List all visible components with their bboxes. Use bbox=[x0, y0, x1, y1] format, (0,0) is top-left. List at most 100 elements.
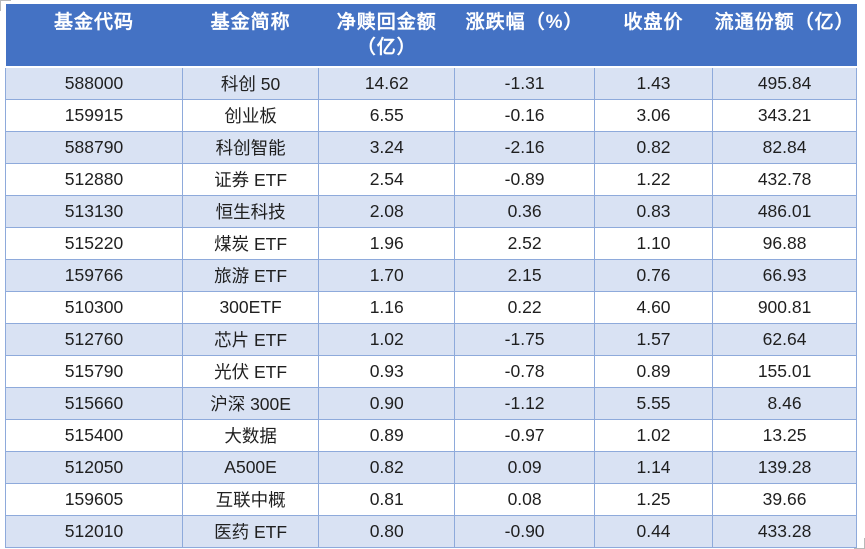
table-cell-net_redemption: 0.81 bbox=[318, 482, 456, 516]
table-row: 515400 大数据 0.89 -0.97 1.02 13.25 bbox=[5, 418, 857, 452]
table-cell-change_pct: -0.97 bbox=[454, 418, 595, 452]
table-cell-close_price: 1.57 bbox=[593, 322, 714, 356]
table-cell-change_pct: -0.89 bbox=[454, 162, 595, 196]
fund-table: 基金代码 基金简称 净赎回金额 （亿） 涨跌幅（%） 收盘价 流通份额（亿） 588000 科… bbox=[5, 4, 857, 548]
table-cell-change_pct: 0.22 bbox=[454, 290, 595, 324]
table-cell-change_pct: -1.75 bbox=[454, 322, 595, 356]
column-header-label: （亿） bbox=[356, 36, 417, 58]
table-cell-fund_code: 588000 bbox=[5, 66, 183, 100]
table-cell-float_shares: 432.78 bbox=[712, 162, 857, 196]
table-cell-float_shares: 139.28 bbox=[712, 450, 857, 484]
table-cell-fund_code: 512760 bbox=[5, 322, 183, 356]
table-cell-float_shares: 39.66 bbox=[712, 482, 857, 516]
table-cell-close_price: 1.14 bbox=[593, 450, 714, 484]
table-cell-net_redemption: 0.80 bbox=[318, 514, 456, 548]
table-cell-net_redemption: 0.90 bbox=[318, 386, 456, 420]
table-row: 588790 科创智能 3.24 -2.16 0.82 82.84 bbox=[5, 130, 857, 164]
table-cell-net_redemption: 2.54 bbox=[318, 162, 456, 196]
table-cell-fund_code: 510300 bbox=[5, 290, 183, 324]
table-cell-float_shares: 96.88 bbox=[712, 226, 857, 260]
table-cell-net_redemption: 14.62 bbox=[318, 66, 456, 100]
table-row: 159915 创业板 6.55 -0.16 3.06 343.21 bbox=[5, 98, 857, 132]
column-header-change_pct: 涨跌幅（%） bbox=[454, 4, 595, 69]
table-cell-fund_code: 159605 bbox=[5, 482, 183, 516]
table-row: 512050 A500E 0.82 0.09 1.14 139.28 bbox=[5, 450, 857, 484]
table-cell-fund_name: 芯片 ETF bbox=[181, 322, 320, 356]
table-cell-close_price: 1.22 bbox=[593, 162, 714, 196]
table-cell-float_shares: 495.84 bbox=[712, 66, 857, 100]
table-cell-fund_name: 科创智能 bbox=[181, 130, 320, 164]
table-cell-float_shares: 82.84 bbox=[712, 130, 857, 164]
table-cell-close_price: 1.25 bbox=[593, 482, 714, 516]
table-cell-fund_code: 512010 bbox=[5, 514, 183, 548]
table-row: 159605 互联中概 0.81 0.08 1.25 39.66 bbox=[5, 482, 857, 516]
table-cell-close_price: 1.43 bbox=[593, 66, 714, 100]
table-cell-float_shares: 433.28 bbox=[712, 514, 857, 548]
table-cell-net_redemption: 6.55 bbox=[318, 98, 456, 132]
table-cell-close_price: 3.06 bbox=[593, 98, 714, 132]
table-cell-net_redemption: 2.08 bbox=[318, 194, 456, 228]
fund-table-header: 基金代码 基金简称 净赎回金额 （亿） 涨跌幅（%） 收盘价 流通份额（亿） bbox=[5, 4, 857, 69]
table-cell-fund_code: 588790 bbox=[5, 130, 183, 164]
column-header-net_redemption: 净赎回金额 （亿） bbox=[318, 4, 455, 69]
table-row: 512880 证券 ETF 2.54 -0.89 1.22 432.78 bbox=[5, 162, 857, 196]
table-cell-change_pct: -1.31 bbox=[454, 66, 595, 100]
table-cell-fund_name: 医药 ETF bbox=[181, 514, 320, 548]
column-header-label: 净赎回金额 bbox=[336, 12, 437, 33]
column-header-fund_code: 基金代码 bbox=[5, 4, 183, 69]
column-header-label: 基金简称 bbox=[210, 12, 291, 33]
table-cell-net_redemption: 3.24 bbox=[318, 130, 456, 164]
table-row: 515660 沪深 300E 0.90 -1.12 5.55 8.46 bbox=[5, 386, 857, 420]
table-cell-close_price: 0.44 bbox=[593, 514, 714, 548]
table-cell-float_shares: 62.64 bbox=[712, 322, 857, 356]
table-row: 510300 300ETF 1.16 0.22 4.60 900.81 bbox=[5, 290, 857, 324]
column-header-label: 涨跌幅（%） bbox=[465, 12, 584, 33]
table-cell-fund_code: 159915 bbox=[5, 98, 183, 132]
table-cell-change_pct: 2.52 bbox=[454, 226, 595, 260]
table-cell-close_price: 0.89 bbox=[593, 354, 714, 388]
table-cell-fund_name: 科创 50 bbox=[181, 66, 320, 100]
table-row: 515790 光伏 ETF 0.93 -0.78 0.89 155.01 bbox=[5, 354, 857, 388]
table-cell-change_pct: 2.15 bbox=[454, 258, 595, 292]
table-cell-close_price: 1.10 bbox=[593, 226, 714, 260]
table-cell-float_shares: 343.21 bbox=[712, 98, 857, 132]
table-cell-change_pct: 0.08 bbox=[454, 482, 595, 516]
table-row: 512010 医药 ETF 0.80 -0.90 0.44 433.28 bbox=[5, 514, 857, 548]
table-cell-fund_name: 恒生科技 bbox=[181, 194, 320, 228]
table-row: 512760 芯片 ETF 1.02 -1.75 1.57 62.64 bbox=[5, 322, 857, 356]
table-cell-fund_name: 300ETF bbox=[181, 290, 320, 324]
table-cell-fund_code: 515400 bbox=[5, 418, 183, 452]
table-cell-change_pct: -0.78 bbox=[454, 354, 595, 388]
table-cell-fund_name: 创业板 bbox=[181, 98, 320, 132]
table-cell-net_redemption: 0.89 bbox=[318, 418, 456, 452]
table-row: 515220 煤炭 ETF 1.96 2.52 1.10 96.88 bbox=[5, 226, 857, 260]
table-cell-change_pct: -0.90 bbox=[454, 514, 595, 548]
table-cell-fund_name: 证券 ETF bbox=[181, 162, 320, 196]
table-cell-float_shares: 66.93 bbox=[712, 258, 857, 292]
table-cell-fund_name: 沪深 300E bbox=[181, 386, 320, 420]
column-header-fund_name: 基金简称 bbox=[182, 4, 319, 69]
table-cell-fund_code: 159766 bbox=[5, 258, 183, 292]
table-cell-fund_code: 513130 bbox=[5, 194, 183, 228]
table-row: 588000 科创 50 14.62 -1.31 1.43 495.84 bbox=[5, 66, 857, 100]
table-cell-float_shares: 8.46 bbox=[712, 386, 857, 420]
fund-table-body: 588000 科创 50 14.62 -1.31 1.43 495.84 159915 创业板… bbox=[5, 66, 857, 548]
table-row: 513130 恒生科技 2.08 0.36 0.83 486.01 bbox=[5, 194, 857, 228]
table-cell-fund_code: 512880 bbox=[5, 162, 183, 196]
table-cell-fund_name: 大数据 bbox=[181, 418, 320, 452]
table-cell-change_pct: -0.16 bbox=[454, 98, 595, 132]
table-cell-change_pct: 0.09 bbox=[454, 450, 595, 484]
table-cell-fund_code: 512050 bbox=[5, 450, 183, 484]
table-cell-fund_name: 煤炭 ETF bbox=[181, 226, 320, 260]
column-header-label: 流通份额（亿） bbox=[714, 12, 855, 33]
table-cell-fund_name: 互联中概 bbox=[181, 482, 320, 516]
table-cell-net_redemption: 0.93 bbox=[318, 354, 456, 388]
table-cell-fund_name: A500E bbox=[181, 450, 320, 484]
column-header-label: 基金代码 bbox=[53, 12, 134, 33]
table-cell-change_pct: -1.12 bbox=[454, 386, 595, 420]
table-cell-close_price: 4.60 bbox=[593, 290, 714, 324]
table-cell-net_redemption: 1.70 bbox=[318, 258, 456, 292]
table-cell-float_shares: 900.81 bbox=[712, 290, 857, 324]
